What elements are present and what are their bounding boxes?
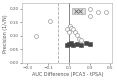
X-axis label: AUC Difference (PCA3 - tPSA): AUC Difference (PCA3 - tPSA)	[32, 72, 103, 77]
Bar	[72, 8, 85, 14]
Y-axis label: Precision (1/√N): Precision (1/√N)	[4, 14, 8, 53]
